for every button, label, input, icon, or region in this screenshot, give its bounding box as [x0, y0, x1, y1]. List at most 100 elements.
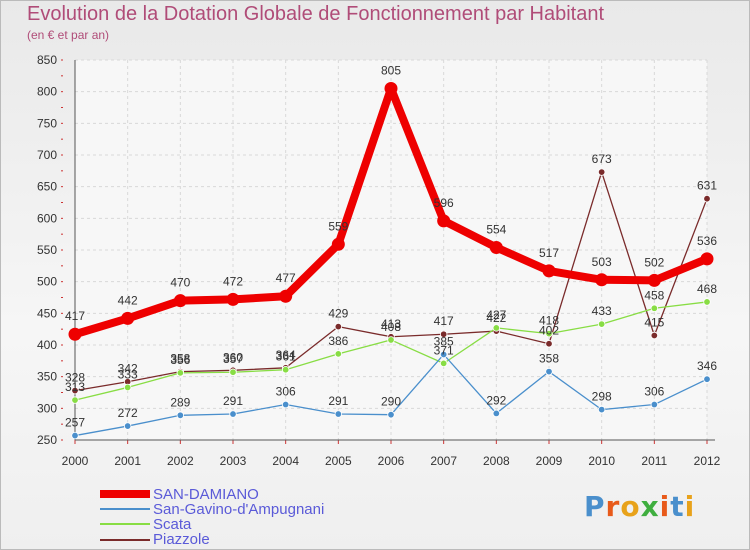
- data-label-scata: 433: [592, 304, 612, 318]
- x-tick-label: 2004: [272, 454, 299, 468]
- data-label-san-damiano: 554: [486, 222, 506, 236]
- data-point-piazzole: [703, 194, 711, 203]
- data-label-san-gavino-d-ampugnani: 292: [486, 393, 506, 407]
- legend-line-piazzole: [100, 539, 150, 541]
- plot-area: [75, 60, 707, 440]
- data-point-san-damiano: [700, 252, 714, 266]
- data-label-san-damiano: 502: [644, 255, 664, 269]
- data-point-san-damiano: [384, 82, 398, 95]
- data-point-san-gavino-d-ampugnani: [176, 411, 185, 419]
- data-point-san-gavino-d-ampugnani: [281, 400, 290, 409]
- data-label-scata: 418: [539, 314, 559, 328]
- data-point-san-gavino-d-ampugnani: [439, 350, 448, 359]
- data-label-san-damiano: 477: [276, 271, 296, 285]
- data-point-san-damiano: [542, 264, 556, 278]
- y-tick-label: 600: [37, 211, 57, 225]
- y-tick-label: 550: [37, 243, 57, 257]
- data-point-san-damiano: [279, 289, 293, 303]
- legend-label-san-damiano: SAN-DAMIANO: [153, 486, 259, 503]
- x-tick-label: 2006: [378, 454, 405, 468]
- data-label-scata: 427: [486, 308, 506, 322]
- data-label-piazzole: 631: [697, 179, 717, 193]
- data-point-scata: [597, 320, 606, 328]
- data-label-san-damiano: 442: [118, 293, 138, 307]
- chart-title: Evolution de la Dotation Globale de Fonc…: [27, 3, 605, 25]
- y-tick-label: 500: [37, 275, 57, 289]
- data-label-piazzole: 422: [486, 311, 506, 325]
- data-label-san-gavino-d-ampugnani: 291: [328, 394, 348, 408]
- logo-letter: o: [620, 490, 641, 523]
- logo-letter: P: [584, 490, 606, 523]
- data-point-san-damiano: [489, 240, 503, 254]
- data-point-piazzole: [545, 340, 553, 348]
- data-label-san-gavino-d-ampugnani: 290: [381, 395, 401, 409]
- data-point-san-gavino-d-ampugnani: [229, 410, 237, 418]
- data-label-piazzole: 673: [592, 152, 612, 166]
- data-label-san-damiano: 596: [434, 196, 454, 210]
- data-point-scata: [703, 298, 711, 306]
- legend-line-san-gavino: [100, 508, 150, 510]
- data-label-piazzole: 358: [170, 352, 190, 366]
- data-label-scata: 408: [381, 320, 401, 334]
- data-point-scata: [334, 350, 343, 358]
- data-point-san-damiano: [437, 214, 451, 228]
- x-tick-label: 2010: [588, 454, 615, 468]
- x-tick-label: 2007: [430, 454, 457, 468]
- data-label-san-damiano: 470: [170, 276, 190, 290]
- logo-letter: t: [670, 490, 685, 523]
- data-point-scata: [281, 366, 290, 374]
- x-tick-label: 2001: [114, 454, 141, 468]
- data-label-scata: 386: [328, 334, 348, 348]
- legend-line-scata: [100, 523, 150, 525]
- data-point-piazzole: [71, 386, 79, 395]
- data-point-scata: [439, 359, 448, 368]
- chart-subtitle: (en € et par an): [27, 28, 110, 42]
- y-tick-label: 700: [37, 148, 57, 162]
- data-label-san-gavino-d-ampugnani: 289: [170, 395, 190, 409]
- data-label-san-damiano: 559: [328, 219, 348, 233]
- data-point-scata: [176, 369, 185, 377]
- data-point-san-damiano: [68, 327, 82, 341]
- data-point-san-gavino-d-ampugnani: [71, 431, 79, 440]
- data-point-san-gavino-d-ampugnani: [387, 410, 395, 419]
- data-point-san-damiano: [647, 273, 661, 287]
- data-point-san-gavino-d-ampugnani: [597, 405, 606, 414]
- logo-letter: i: [659, 490, 671, 523]
- legend-label-scata: Scata: [153, 516, 192, 533]
- data-point-san-damiano: [331, 237, 345, 251]
- data-label-san-gavino-d-ampugnani: 291: [223, 394, 243, 408]
- y-tick-label: 800: [37, 85, 57, 99]
- legend-label-san-gavino: San-Gavino-d'Ampugnani: [153, 501, 325, 518]
- data-label-scata: 468: [697, 282, 717, 296]
- data-point-scata: [71, 396, 79, 404]
- data-label-piazzole: 364: [276, 348, 296, 362]
- data-label-san-gavino-d-ampugnani: 385: [434, 335, 454, 349]
- x-tick-label: 2009: [536, 454, 563, 468]
- data-label-san-gavino-d-ampugnani: 298: [592, 390, 612, 404]
- data-label-piazzole: 415: [644, 316, 664, 330]
- data-label-san-damiano: 805: [381, 64, 401, 78]
- legend-label-piazzole: Piazzole: [153, 531, 210, 548]
- data-label-piazzole: 360: [223, 350, 243, 364]
- data-point-san-gavino-d-ampugnani: [650, 400, 659, 409]
- data-point-piazzole: [597, 168, 606, 176]
- data-label-san-damiano: 536: [697, 234, 717, 248]
- logo-letter: x: [640, 490, 660, 523]
- data-point-san-damiano: [173, 294, 187, 308]
- y-tick-label: 850: [37, 53, 57, 67]
- y-tick-label: 400: [37, 338, 57, 352]
- data-label-san-damiano: 472: [223, 274, 243, 288]
- data-label-san-damiano: 417: [65, 309, 85, 323]
- data-label-san-gavino-d-ampugnani: 306: [644, 385, 664, 399]
- x-tick-label: 2005: [325, 454, 352, 468]
- y-tick-label: 350: [37, 370, 57, 384]
- legend-line-san-damiano: [100, 490, 150, 498]
- data-point-piazzole: [650, 331, 659, 340]
- data-point-piazzole: [334, 322, 343, 331]
- data-label-piazzole: 413: [381, 317, 401, 331]
- data-point-piazzole: [439, 330, 448, 338]
- data-label-san-gavino-d-ampugnani: 257: [65, 416, 85, 430]
- x-tick-label: 2012: [694, 454, 721, 468]
- data-point-scata: [387, 336, 395, 344]
- data-label-scata: 356: [170, 353, 190, 367]
